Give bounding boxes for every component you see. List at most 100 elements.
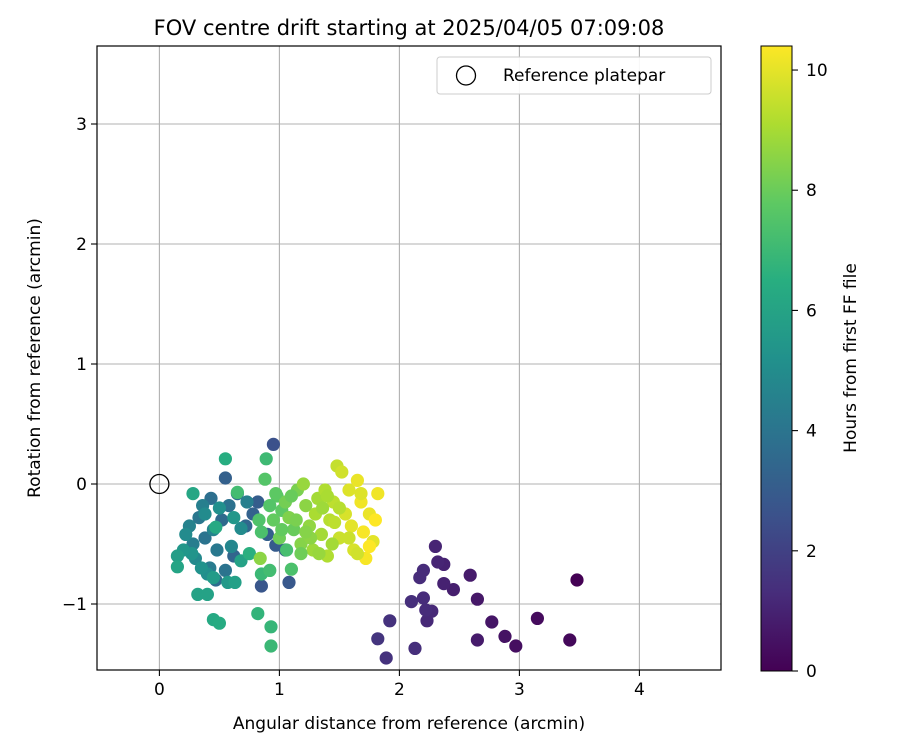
colorbar-tick-label: 6	[806, 301, 817, 321]
colorbar-tick-label: 0	[806, 662, 817, 682]
data-point	[275, 523, 289, 537]
data-point	[350, 547, 364, 561]
colorbar: 0 2 4 6 8 10 Hours from first FF file	[760, 45, 861, 682]
data-point	[284, 562, 298, 576]
data-point	[179, 527, 193, 542]
data-point	[280, 543, 294, 557]
data-point	[212, 616, 226, 630]
colorbar-tick-label: 8	[806, 181, 817, 201]
data-point	[269, 487, 283, 501]
legend-marker-icon	[455, 65, 477, 86]
data-point	[408, 641, 422, 656]
data-point	[419, 603, 433, 617]
data-point	[383, 614, 397, 628]
data-point	[470, 592, 484, 606]
y-tick-label: −1	[62, 595, 87, 615]
data-point	[218, 471, 232, 485]
colorbar-ticks: 0 2 4 6 8 10	[792, 61, 828, 682]
x-tick-label: 1	[274, 680, 285, 700]
data-point	[266, 513, 280, 527]
y-axis-ticks: −1 0 1 2 3	[62, 115, 97, 615]
data-point	[194, 561, 208, 575]
x-tick-label: 4	[634, 680, 645, 700]
colorbar-tick-label: 2	[806, 542, 817, 562]
data-point	[218, 452, 232, 466]
data-point	[485, 615, 499, 629]
data-point	[463, 568, 477, 582]
x-tick-label: 3	[514, 680, 525, 700]
data-point	[320, 489, 334, 503]
legend: Reference platepar	[436, 56, 712, 95]
data-point	[314, 527, 328, 542]
data-point	[212, 501, 226, 515]
data-point	[342, 483, 356, 497]
x-tick-label: 2	[394, 680, 405, 700]
data-point	[198, 507, 212, 521]
data-point	[206, 571, 220, 585]
data-point	[416, 591, 430, 605]
data-point	[470, 633, 484, 647]
data-point	[570, 573, 584, 587]
data-point	[230, 485, 244, 499]
data-points	[170, 437, 584, 665]
data-point	[350, 473, 364, 487]
data-point	[251, 607, 265, 621]
data-point	[325, 537, 339, 551]
data-point	[242, 547, 256, 561]
y-tick-label: 3	[76, 115, 87, 135]
data-point	[263, 563, 277, 578]
reference-platepar-marker	[149, 473, 170, 495]
data-point	[437, 577, 451, 591]
x-axis-ticks: 0 1 2 3 4	[154, 670, 645, 700]
data-point	[342, 531, 356, 545]
data-point	[294, 547, 308, 561]
data-point	[264, 620, 278, 634]
data-point	[198, 531, 212, 545]
data-point	[234, 521, 248, 536]
data-point	[170, 560, 184, 574]
data-point	[254, 579, 268, 593]
data-point	[266, 437, 280, 451]
data-point	[332, 501, 346, 515]
data-point	[316, 501, 330, 515]
data-point	[284, 489, 298, 503]
data-point	[228, 575, 242, 590]
data-point	[210, 543, 224, 557]
data-point	[296, 477, 310, 491]
data-point	[420, 614, 434, 628]
data-point	[563, 633, 577, 647]
colorbar-tick-label: 4	[806, 422, 817, 442]
legend-box	[436, 56, 712, 95]
data-point	[530, 611, 545, 626]
data-point	[446, 583, 460, 597]
data-point	[251, 495, 265, 509]
data-point	[170, 549, 184, 563]
colorbar-gradient	[760, 45, 793, 672]
data-point	[379, 651, 393, 665]
legend-entry-label: Reference platepar	[503, 66, 665, 86]
data-point	[186, 487, 200, 501]
data-point	[209, 520, 223, 534]
data-point	[431, 555, 445, 569]
data-point	[344, 519, 358, 533]
grid	[97, 46, 721, 670]
data-point	[253, 551, 267, 566]
data-point	[259, 452, 273, 466]
data-point	[224, 539, 238, 554]
data-point	[371, 632, 385, 646]
plot-frame	[96, 45, 722, 671]
data-point	[294, 537, 308, 551]
data-point	[240, 495, 254, 509]
data-point	[289, 513, 303, 527]
y-tick-label: 1	[76, 355, 87, 375]
data-point	[328, 515, 342, 530]
reference-marker	[149, 473, 170, 495]
data-point	[428, 539, 442, 554]
data-point	[258, 472, 272, 486]
data-point	[371, 487, 385, 501]
data-point	[227, 510, 241, 525]
chart-title: FOV centre drift starting at 2025/04/05 …	[154, 16, 665, 40]
data-point	[509, 639, 523, 653]
colorbar-label: Hours from first FF file	[841, 263, 861, 453]
